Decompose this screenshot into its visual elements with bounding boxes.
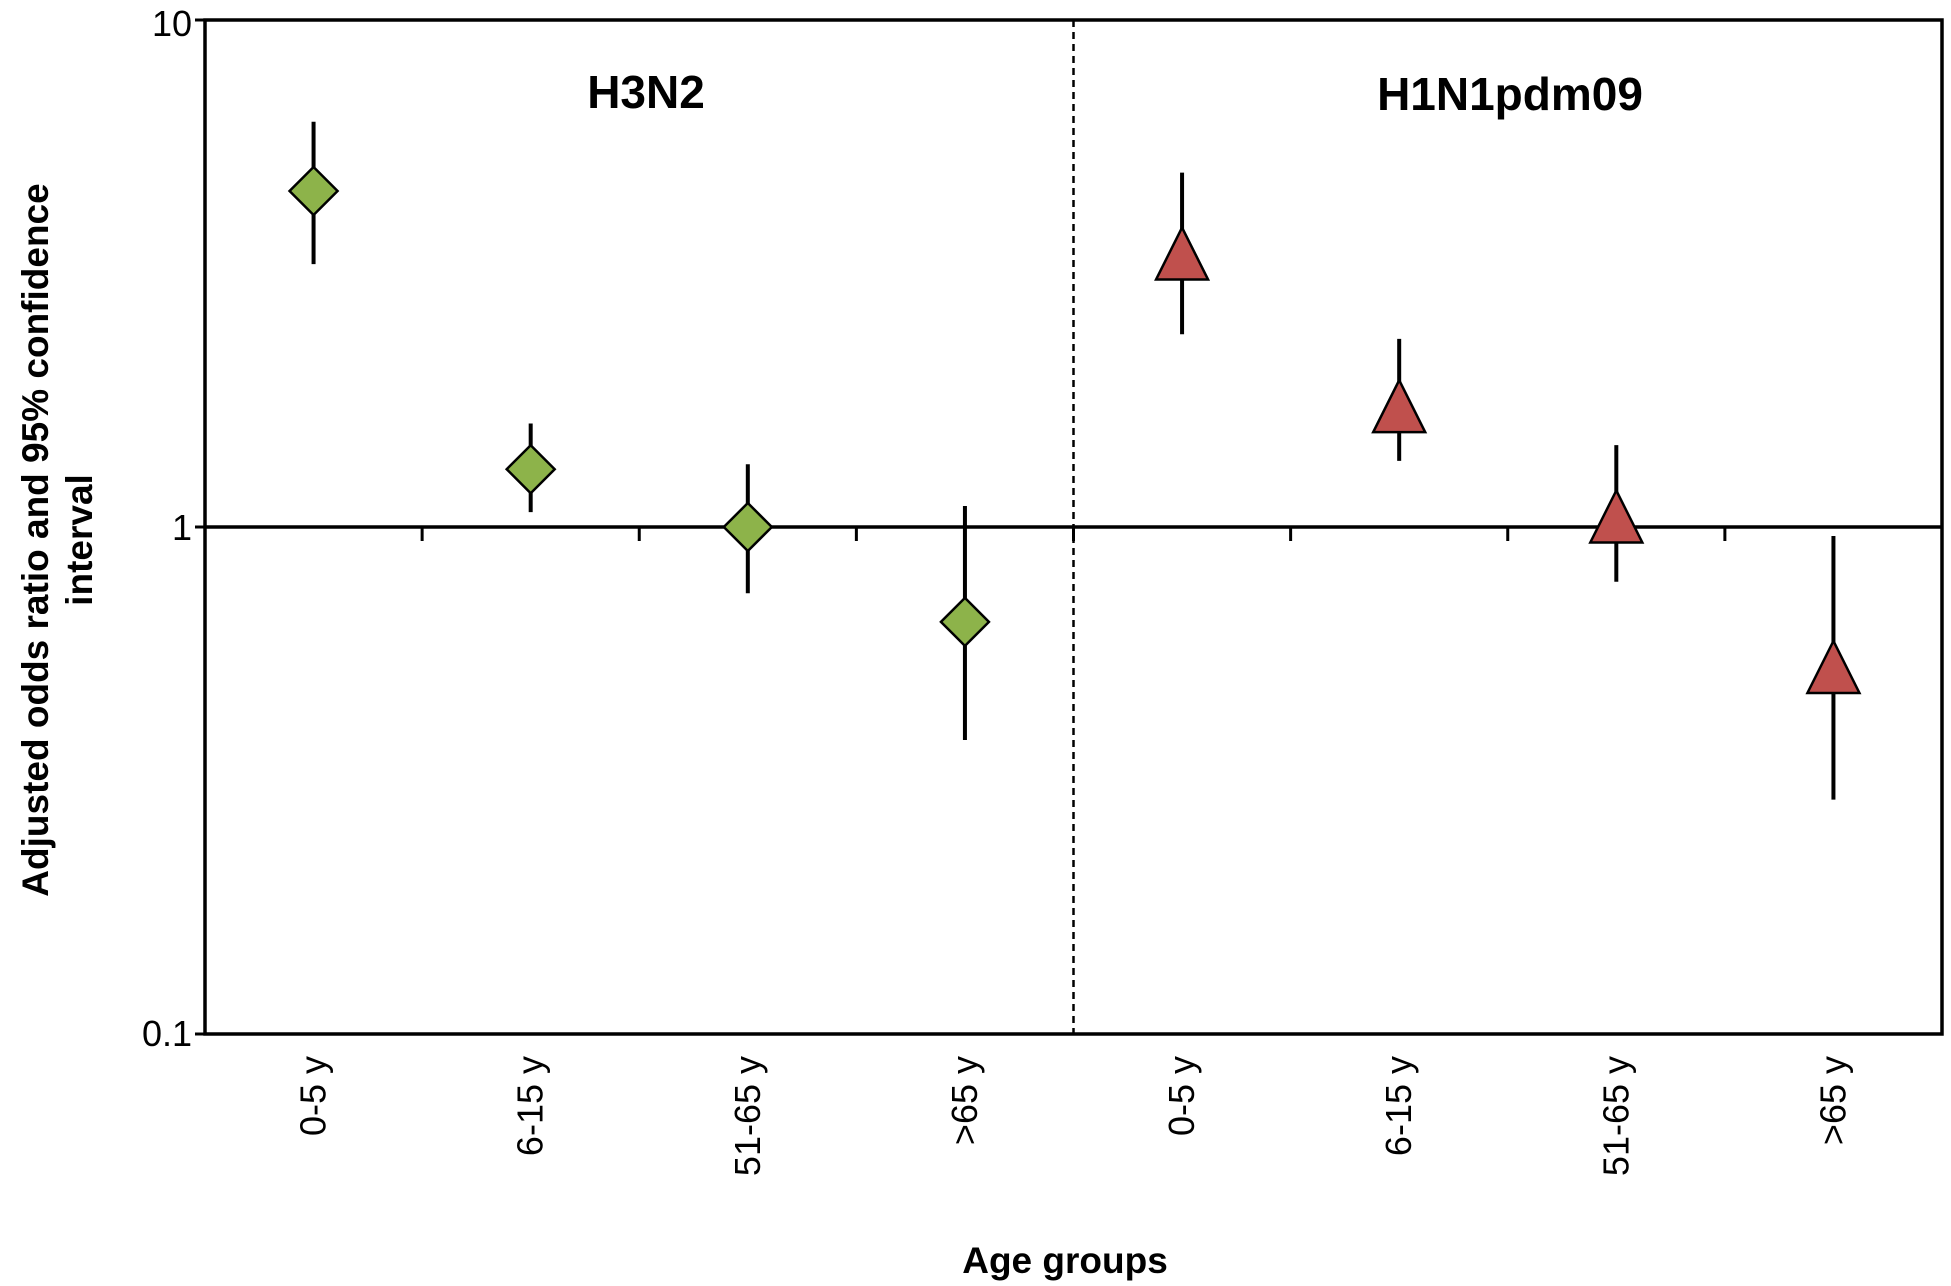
data-point-triangle: [1154, 224, 1211, 281]
x-tick-label: >65 y: [944, 1056, 985, 1145]
y-tick-label-top: 10: [152, 3, 192, 44]
panel-label-h3n2: H3N2: [587, 66, 705, 118]
y-axis-title-line-2: interval: [59, 474, 100, 606]
plot-area: 0-5 y 6-15 y 51-65 y >65 y 0-5 y 6-15 y 51-65 …: [195, 18, 1944, 1176]
x-tick-label: 6-15 y: [510, 1056, 551, 1156]
data-point-triangle: [1371, 377, 1428, 434]
data-point-diamond: [939, 596, 991, 648]
x-tick-label: 51-65 y: [1595, 1056, 1636, 1176]
y-axis-title-line-1: Adjusted odds ratio and 95% confidence: [15, 183, 56, 896]
data-point-triangle: [1805, 638, 1862, 695]
panel-label-h1n1pdm09: H1N1pdm09: [1377, 68, 1643, 120]
x-tick-label: 51-65 y: [727, 1056, 768, 1176]
x-axis-title: Age groups: [962, 1240, 1168, 1281]
data-point-triangle: [1588, 487, 1645, 544]
data-point-diamond: [504, 443, 557, 495]
data-point-diamond: [722, 501, 774, 553]
data-point-diamond: [287, 165, 340, 217]
x-tick-label: 0-5 y: [293, 1056, 334, 1136]
y-tick-label-middle: 1: [172, 507, 192, 548]
y-tick-label-bottom: 0.1: [142, 1013, 192, 1054]
x-tick-label: 0-5 y: [1161, 1056, 1202, 1136]
y-axis-title: Adjusted odds ratio and 95% confidence i…: [15, 183, 100, 896]
x-tick-label: 6-15 y: [1378, 1056, 1419, 1156]
x-tick-label: >65 y: [1812, 1056, 1853, 1145]
